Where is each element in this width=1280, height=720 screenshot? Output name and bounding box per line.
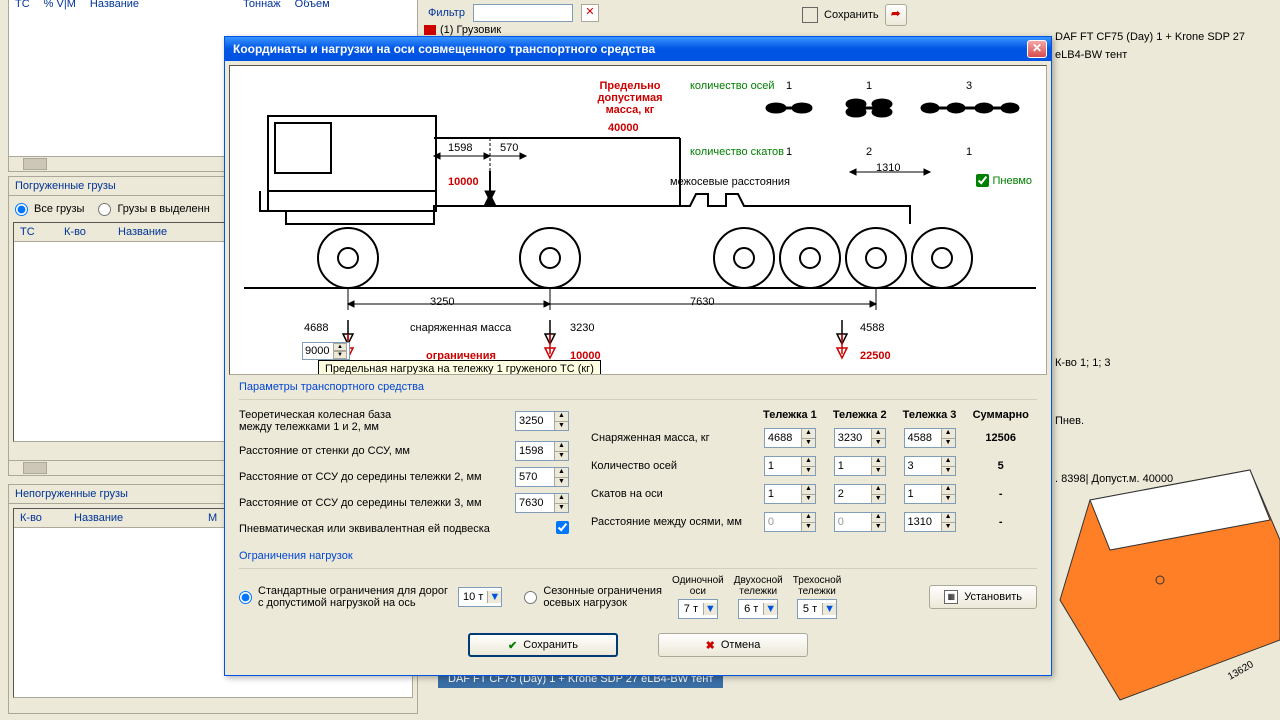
svg-text:13620: 13620: [1226, 659, 1256, 683]
mass-b3-input[interactable]: ▲▼: [904, 428, 956, 448]
limits-section-title: Ограничения нагрузок: [239, 550, 1037, 562]
close-icon[interactable]: ✕: [1027, 40, 1047, 58]
std-limits-radio[interactable]: Стандартные ограничения для дорог с допу…: [239, 585, 448, 609]
wall-ssu-label: Расстояние от стенки до ССУ, мм: [239, 445, 515, 457]
season-limits-radio[interactable]: Сезонные ограничения осевых нагрузок: [524, 585, 662, 609]
trailer-3d-view: 13620: [1050, 460, 1280, 720]
pneum-label: Пневматическая или эквивалентная ей подв…: [239, 523, 556, 535]
vehicle-name-right: DAF FT CF75 (Day) 1 + Krone SDP 27 eLB4-…: [1055, 28, 1275, 64]
ssu-b2-label: Расстояние от ССУ до середины тележки 2,…: [239, 471, 515, 483]
disk-icon: [802, 7, 818, 23]
calculator-icon: ▦: [944, 590, 958, 604]
params-section-title: Параметры транспортного средства: [239, 381, 1037, 393]
bogie3-header: Тележка 3: [895, 406, 965, 424]
double-bogie-combo[interactable]: 6 т▼: [738, 599, 778, 619]
tyres-b3-input[interactable]: ▲▼: [904, 484, 956, 504]
axle-count-label: количество осей: [690, 80, 775, 92]
truck-diagram: Предельно допустимая масса, кг 40000 кол…: [229, 65, 1047, 375]
ssu-b2-input[interactable]: ▲▼: [515, 467, 569, 487]
table-row: Снаряженная масса, кг ▲▼ ▲▼ ▲▼ 12506: [585, 424, 1037, 452]
mass-b1-input[interactable]: ▲▼: [764, 428, 816, 448]
max-mass-label: Предельно допустимая масса, кг: [580, 80, 680, 116]
save-top-button[interactable]: Сохранить: [824, 9, 879, 21]
interaxle-label: межосевые расстояния: [670, 176, 790, 188]
dist-b3-input[interactable]: ▲▼: [904, 512, 956, 532]
axles-b3-input[interactable]: ▲▼: [904, 456, 956, 476]
cancel-button[interactable]: ✖ Отмена: [658, 633, 808, 657]
flag-icon: [424, 25, 436, 35]
std-combo[interactable]: 10 т▼: [458, 587, 502, 607]
filter-label: Фильтр: [428, 7, 465, 19]
triple-bogie-combo[interactable]: 5 т▼: [797, 599, 837, 619]
wheel-count-label: количество скатов: [690, 146, 784, 158]
wheelbase-label: Теоретическая колесная база между тележк…: [239, 409, 515, 433]
radio-selected-cargo[interactable]: Грузы в выделенн: [98, 202, 209, 216]
pnevmo-checkbox[interactable]: Пневмо: [976, 174, 1033, 187]
apply-button[interactable]: ▦ Установить: [929, 585, 1037, 609]
tyres-b1-input[interactable]: ▲▼: [764, 484, 816, 504]
bogie2-header: Тележка 2: [825, 406, 895, 424]
bg-columns-top: ТС % V|М Название Тоннаж Объем: [9, 0, 417, 13]
equipped-mass-label: снаряженная масса: [410, 322, 511, 334]
ssu-b3-label: Расстояние от ССУ до середины тележки 3,…: [239, 497, 515, 509]
single-axle-combo[interactable]: 7 т▼: [678, 599, 718, 619]
ssu-b3-input[interactable]: ▲▼: [515, 493, 569, 513]
dialog-title: Координаты и нагрузки на оси совмещенног…: [233, 42, 1027, 56]
tooltip: Предельная нагрузка на тележку 1 гружено…: [318, 360, 601, 375]
save-button[interactable]: ✔ Сохранить: [468, 633, 618, 657]
table-row: Скатов на оси ▲▼ ▲▼ ▲▼ -: [585, 480, 1037, 508]
dist-b1-input[interactable]: ▲▼: [764, 512, 816, 532]
table-row: Количество осей ▲▼ ▲▼ ▲▼ 5: [585, 452, 1037, 480]
max-mass-value: 40000: [608, 122, 639, 134]
x-icon: ✖: [706, 639, 715, 652]
tyres-b2-input[interactable]: ▲▼: [834, 484, 886, 504]
export-button[interactable]: ➦: [885, 4, 907, 26]
sum-header: Суммарно: [964, 406, 1037, 424]
bogie1-header: Тележка 1: [755, 406, 825, 424]
axle-load-dialog: Координаты и нагрузки на оси совмещенног…: [224, 36, 1052, 676]
check-icon: ✔: [508, 639, 517, 652]
table-row: Расстояние между осями, мм ▲▼ ▲▼ ▲▼ -: [585, 508, 1037, 536]
clear-filter-icon[interactable]: ✕: [581, 4, 599, 22]
dist-b2-input[interactable]: ▲▼: [834, 512, 886, 532]
filter-input[interactable]: [473, 4, 573, 22]
axles-b2-input[interactable]: ▲▼: [834, 456, 886, 476]
limit-bogie1-input[interactable]: ▲▼: [302, 342, 350, 360]
wall-ssu-input[interactable]: ▲▼: [515, 441, 569, 461]
radio-all-cargo[interactable]: Все грузы: [15, 202, 84, 216]
axles-b1-input[interactable]: ▲▼: [764, 456, 816, 476]
tree-root[interactable]: (1) Грузовик: [440, 24, 501, 36]
wheelbase-input[interactable]: ▲▼: [515, 411, 569, 431]
pneum-checkbox[interactable]: [556, 521, 569, 537]
mass-b2-input[interactable]: ▲▼: [834, 428, 886, 448]
